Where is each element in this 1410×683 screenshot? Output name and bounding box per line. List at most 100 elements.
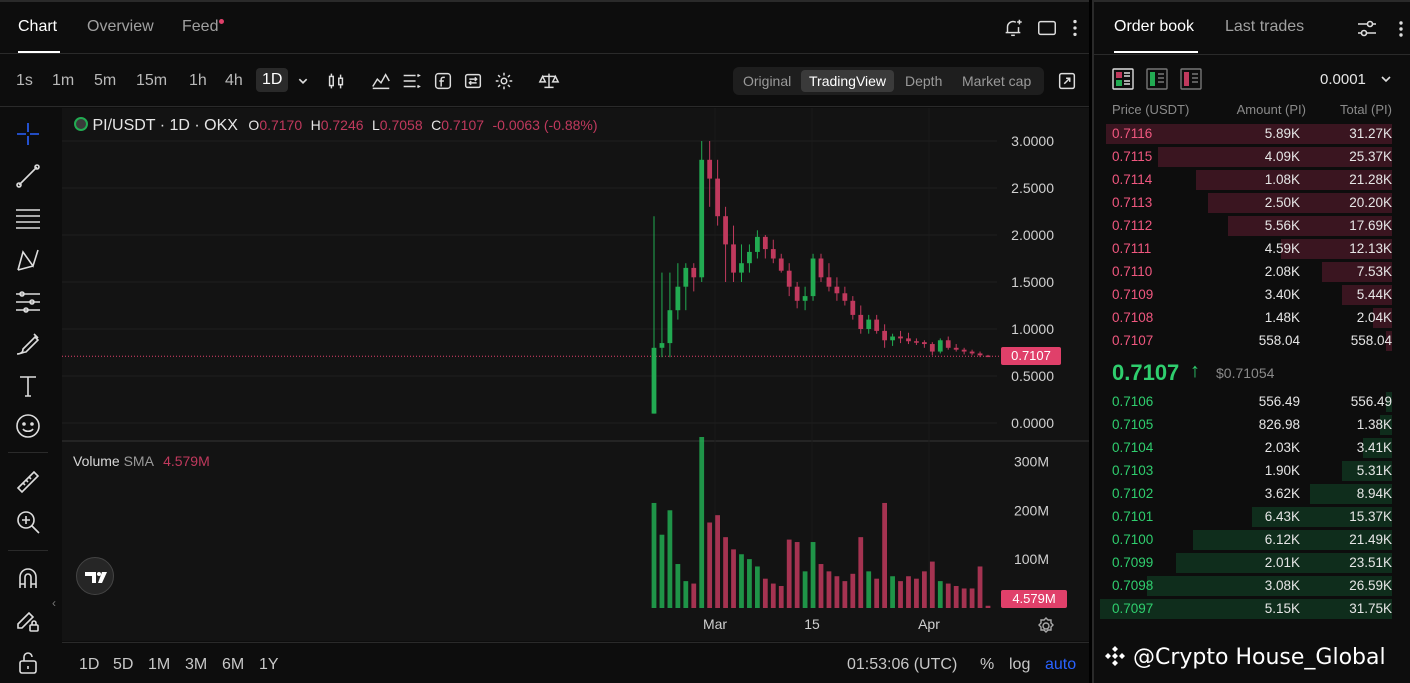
bid-row[interactable]: 0.7103 1.90K 5.31K bbox=[1100, 460, 1392, 482]
emoji-icon[interactable] bbox=[14, 412, 42, 440]
interval-4h[interactable]: 4h bbox=[225, 72, 243, 89]
chart-toolbar: 1s 1m 5m 15m 1h 4h 1D Original TradingVi… bbox=[0, 55, 1089, 107]
settings-gear-icon[interactable] bbox=[493, 70, 515, 92]
percent-toggle[interactable]: % bbox=[980, 656, 995, 673]
ask-row[interactable]: 0.7108 1.48K 2.04K bbox=[1100, 307, 1392, 329]
ask-row[interactable]: 0.7113 2.50K 20.20K bbox=[1100, 192, 1392, 214]
ask-price: 0.7110 bbox=[1112, 264, 1153, 279]
log-toggle[interactable]: log bbox=[1009, 656, 1031, 673]
compare-icon[interactable] bbox=[462, 70, 484, 92]
layout-window-icon[interactable] bbox=[1036, 17, 1058, 39]
unlock-icon[interactable] bbox=[14, 648, 42, 676]
zoom-in-icon[interactable] bbox=[14, 508, 42, 536]
ask-row[interactable]: 0.7112 5.56K 17.69K bbox=[1100, 215, 1392, 237]
bid-row[interactable]: 0.7105 826.98 1.38K bbox=[1100, 414, 1392, 436]
tab-order-book[interactable]: Order book bbox=[1114, 18, 1195, 35]
book-both-icon[interactable] bbox=[1112, 68, 1134, 90]
book-asks-icon[interactable] bbox=[1180, 68, 1202, 90]
view-original[interactable]: Original bbox=[743, 73, 792, 89]
bid-row[interactable]: 0.7099 2.01K 23.51K bbox=[1100, 552, 1392, 574]
clock-time[interactable]: 01:53:06 (UTC) bbox=[847, 656, 958, 673]
crosshair-icon[interactable] bbox=[14, 120, 42, 148]
bid-amount: 2.03K bbox=[1264, 440, 1300, 455]
prediction-icon[interactable] bbox=[14, 288, 42, 316]
indicators-icon[interactable] bbox=[370, 70, 392, 92]
filter-settings-icon[interactable] bbox=[1356, 18, 1378, 40]
add-alert-icon[interactable] bbox=[1002, 17, 1024, 39]
interval-1h[interactable]: 1h bbox=[189, 72, 207, 89]
price-tick: 1.0000 bbox=[1011, 321, 1054, 337]
bid-total: 5.31K bbox=[1356, 463, 1392, 478]
ask-row[interactable]: 0.7115 4.09K 25.37K bbox=[1100, 146, 1392, 168]
range-5d[interactable]: 5D bbox=[113, 656, 134, 673]
tradingview-logo[interactable] bbox=[76, 557, 114, 595]
ask-row[interactable]: 0.7114 1.08K 21.28K bbox=[1100, 169, 1392, 191]
range-3m[interactable]: 3M bbox=[185, 656, 208, 673]
range-1m[interactable]: 1M bbox=[148, 656, 171, 673]
up-arrow-icon: ↑ bbox=[1190, 360, 1200, 382]
interval-1m[interactable]: 1m bbox=[52, 72, 75, 89]
interval-15m[interactable]: 15m bbox=[136, 72, 168, 89]
time-tick: 15 bbox=[804, 616, 820, 632]
depth-bar bbox=[1281, 239, 1392, 259]
tab-last-trades[interactable]: Last trades bbox=[1225, 18, 1305, 35]
scale-balance-icon[interactable] bbox=[538, 70, 560, 92]
view-depth[interactable]: Depth bbox=[905, 73, 943, 89]
candle-body bbox=[707, 159, 713, 179]
fullscreen-icon[interactable] bbox=[1056, 70, 1078, 92]
ask-row[interactable]: 0.7116 5.89K 31.27K bbox=[1100, 123, 1392, 145]
auto-toggle[interactable]: auto bbox=[1045, 656, 1077, 673]
chevron-down-icon[interactable] bbox=[1380, 72, 1392, 86]
pattern-icon[interactable] bbox=[14, 246, 42, 274]
range-6m[interactable]: 6M bbox=[222, 656, 245, 673]
chart-svg[interactable]: 3.0000 2.5000 2.0000 1.5000 1.0000 0.5000 0.00… bbox=[62, 108, 1089, 641]
trend-line-icon[interactable] bbox=[14, 162, 42, 190]
axis-settings-icon[interactable] bbox=[1036, 616, 1056, 636]
ask-row[interactable]: 0.7110 2.08K 7.53K bbox=[1100, 261, 1392, 283]
volume-bar bbox=[810, 542, 816, 608]
precision-select[interactable]: 0.0001 bbox=[1320, 71, 1366, 88]
interval-1d[interactable]: 1D bbox=[256, 68, 289, 92]
fib-lines-icon[interactable] bbox=[14, 204, 42, 232]
tab-overview[interactable]: Overview bbox=[87, 18, 154, 35]
chart-canvas[interactable]: 3.0000 2.5000 2.0000 1.5000 1.0000 0.5000 0.00… bbox=[62, 108, 1089, 641]
bid-row[interactable]: 0.7100 6.12K 21.49K bbox=[1100, 529, 1392, 551]
lock-drawings-icon[interactable] bbox=[14, 606, 42, 634]
tab-chart[interactable]: Chart bbox=[18, 18, 58, 35]
bid-row[interactable]: 0.7102 3.62K 8.94K bbox=[1100, 483, 1392, 505]
symbol-label[interactable]: PI/USDT · 1D · OKX bbox=[92, 117, 238, 134]
range-1d[interactable]: 1D bbox=[79, 656, 100, 673]
bid-row[interactable]: 0.7097 5.15K 31.75K bbox=[1100, 598, 1392, 620]
bid-row[interactable]: 0.7106 556.49 556.49 bbox=[1100, 391, 1392, 413]
objects-tree-icon[interactable] bbox=[400, 70, 422, 92]
top-nav: Chart Overview Feed bbox=[0, 2, 1089, 54]
volume-bar bbox=[858, 537, 864, 608]
bid-row[interactable]: 0.7098 3.08K 26.59K bbox=[1100, 575, 1392, 597]
more-vertical-icon[interactable] bbox=[1396, 18, 1406, 40]
text-icon[interactable] bbox=[14, 372, 42, 400]
price-tick: 3.0000 bbox=[1011, 133, 1054, 149]
range-1y[interactable]: 1Y bbox=[259, 656, 279, 673]
interval-5m[interactable]: 5m bbox=[94, 72, 117, 89]
view-market-cap[interactable]: Market cap bbox=[962, 73, 1032, 89]
brush-icon[interactable] bbox=[14, 330, 42, 358]
view-tradingview[interactable]: TradingView bbox=[801, 70, 895, 92]
book-bids-icon[interactable] bbox=[1146, 68, 1168, 90]
bid-row[interactable]: 0.7104 2.03K 3.41K bbox=[1100, 437, 1392, 459]
interval-1s[interactable]: 1s bbox=[16, 72, 33, 89]
ask-row[interactable]: 0.7107 558.04 558.04 bbox=[1100, 330, 1392, 352]
bid-amount: 1.90K bbox=[1264, 463, 1300, 478]
collapse-toolbar-icon[interactable]: ‹ bbox=[52, 596, 56, 610]
ruler-icon[interactable] bbox=[14, 468, 42, 496]
tab-feed[interactable]: Feed bbox=[182, 18, 219, 35]
magnet-icon[interactable] bbox=[14, 564, 42, 592]
function-icon[interactable] bbox=[432, 70, 454, 92]
candle-type-icon[interactable] bbox=[325, 70, 347, 92]
candle-body bbox=[715, 178, 721, 217]
chevron-down-icon[interactable] bbox=[295, 70, 311, 92]
bid-row[interactable]: 0.7101 6.43K 15.37K bbox=[1100, 506, 1392, 528]
ask-row[interactable]: 0.7109 3.40K 5.44K bbox=[1100, 284, 1392, 306]
volume-label[interactable]: Volume bbox=[73, 453, 120, 469]
ask-row[interactable]: 0.7111 4.59K 12.13K bbox=[1100, 238, 1392, 260]
more-vertical-icon[interactable] bbox=[1069, 17, 1081, 39]
